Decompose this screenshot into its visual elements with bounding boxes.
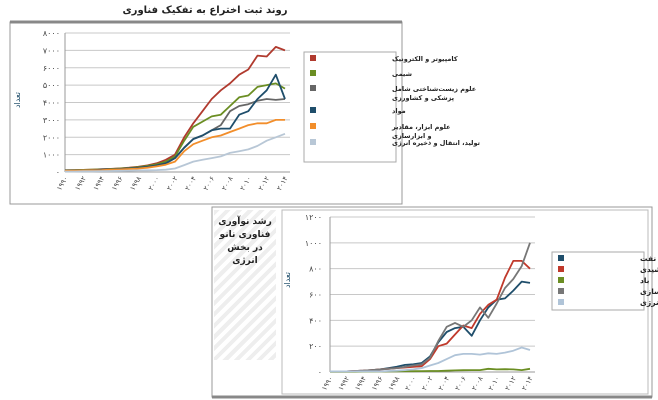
y-tick-label: ۵۰۰۰ xyxy=(43,81,60,90)
x-tick-label: ۱۹۹۴ xyxy=(92,175,107,192)
x-tick-label: ۲۰۰۴ xyxy=(184,175,199,192)
x-tick-label: ۲۰۰۸ xyxy=(470,375,485,392)
x-tick-label: ۱۹۹۰ xyxy=(55,175,69,192)
x-tick-label: ۱۹۹۴ xyxy=(354,375,369,392)
x-tick-label: ۱۹۹۰ xyxy=(320,375,334,392)
x-tick-label: ۲۰۱۲ xyxy=(504,375,519,392)
y-tick-label: ۱۰۰۰ xyxy=(305,239,322,248)
x-tick-label: ۲۰۱۰ xyxy=(487,375,501,392)
y-tick-label: ۰ xyxy=(318,368,322,377)
legend-swatch xyxy=(310,123,316,129)
x-tick-label: ۱۹۹۲ xyxy=(337,375,352,392)
y-tick-label: ۴۰۰ xyxy=(309,316,322,325)
x-tick-label: ۲۰۰۰ xyxy=(147,175,161,192)
y-tick-label: ۸۰۰۰ xyxy=(43,29,60,38)
legend-label: جابجایی انرژی xyxy=(640,298,658,307)
legend-label: علوم زیست‌شناختی شامل پزشکی و کشاورزی xyxy=(392,85,476,102)
x-tick-label: ۱۹۹۸ xyxy=(129,175,144,192)
x-tick-label: ۲۰۰۲ xyxy=(420,375,435,392)
series-line-4 xyxy=(330,242,531,373)
legend-swatch xyxy=(558,255,564,261)
series-line-3 xyxy=(64,98,286,172)
legend-swatch xyxy=(558,299,564,305)
series-line-5 xyxy=(64,119,285,172)
legend-swatch xyxy=(310,139,316,145)
x-tick-label: ۱۹۹۲ xyxy=(74,175,89,192)
legend-label: کامپیوتر و الکترونیک xyxy=(392,55,458,63)
legend-swatch xyxy=(558,266,564,272)
legend-label: تولید، انتقال و ذخیره انرژی xyxy=(392,139,480,147)
legend-label: اکتشاف نفت xyxy=(640,254,658,263)
legend-swatch xyxy=(558,277,564,283)
x-tick-label: ۲۰۱۴ xyxy=(520,375,535,392)
x-tick-label: ۱۹۹۶ xyxy=(110,175,125,192)
legend-box xyxy=(551,251,645,311)
chart2-plot-frame xyxy=(281,209,649,395)
series-line-1 xyxy=(64,46,286,172)
legend-label: خورشیدی xyxy=(640,265,658,274)
y-tick-label: ۷۰۰۰ xyxy=(43,46,60,55)
legend-swatch xyxy=(310,55,316,61)
legend-swatch xyxy=(558,288,564,294)
legend-label: مواد xyxy=(392,107,406,115)
x-tick-label: ۱۹۹۸ xyxy=(387,375,402,392)
legend-swatch xyxy=(310,107,316,113)
x-tick-label: ۲۰۱۰ xyxy=(239,175,253,192)
y-tick-label: ۴۰۰۰ xyxy=(43,99,60,108)
legend-label: باد xyxy=(640,276,650,285)
x-tick-label: ۲۰۱۲ xyxy=(257,175,272,192)
x-tick-label: ۲۰۰۶ xyxy=(202,175,217,192)
y-axis-label: تعداد xyxy=(13,92,22,108)
y-tick-label: ۲۰۰۰ xyxy=(43,133,60,142)
x-tick-label: ۲۰۰۲ xyxy=(165,175,180,192)
y-tick-label: ۳۰۰۰ xyxy=(43,116,60,125)
x-tick-label: ۱۹۹۶ xyxy=(370,375,385,392)
legend-label: ذخیره‌سازی xyxy=(640,287,658,296)
legend-box xyxy=(303,51,397,163)
x-tick-label: ۲۰۰۴ xyxy=(437,375,452,392)
y-tick-label: ۶۰۰ xyxy=(309,291,322,300)
x-tick-label: ۲۰۰۰ xyxy=(404,375,418,392)
legend-swatch xyxy=(310,85,316,91)
legend-label: شیمی xyxy=(392,70,412,78)
legend-label: علوم ابزار، مقادیر و ابزارسازی xyxy=(391,123,451,140)
x-tick-label: ۲۰۱۴ xyxy=(275,175,290,192)
series-line-5 xyxy=(330,346,531,373)
legend-swatch xyxy=(310,70,316,76)
y-tick-label: ۸۰۰ xyxy=(309,265,322,274)
y-tick-label: ۶۰۰۰ xyxy=(43,64,60,73)
series-line-6 xyxy=(65,132,286,173)
y-tick-label: ۰ xyxy=(56,168,60,177)
x-tick-label: ۲۰۰۸ xyxy=(220,175,235,192)
chart1-title: روند ثبت اختراع به تفکیک فناوری xyxy=(123,5,288,16)
chart2-side-title: رشد نوآوری فناوری نانو در بخش انرژی xyxy=(214,210,276,360)
y-tick-label: ۲۰۰ xyxy=(309,342,322,351)
y-tick-label: ۱۲۰۰ xyxy=(305,213,322,222)
y-axis-label: تعداد xyxy=(283,272,292,288)
y-tick-label: ۱۰۰۰ xyxy=(43,151,60,160)
x-tick-label: ۲۰۰۶ xyxy=(454,375,469,392)
